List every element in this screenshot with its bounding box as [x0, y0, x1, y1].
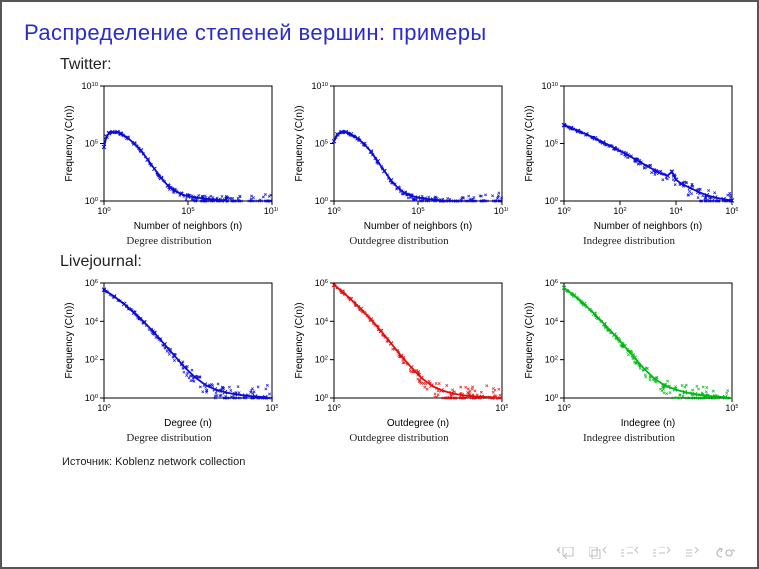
chart-svg: 100 105 100 102 104 106 Outdegree (n) Frequency…: [290, 275, 508, 430]
chart-panel: 100 105 100 102 104 106 Outdegree (n) Frequency…: [290, 275, 508, 444]
svg-text:100: 100: [85, 196, 99, 206]
section-label: Livejournal:: [60, 253, 735, 271]
chart-panel: 100 105 100 102 104 106 Indegree (n) Frequency …: [520, 275, 738, 444]
svg-text:105: 105: [85, 139, 98, 149]
svg-text:104: 104: [85, 316, 99, 326]
svg-text:100: 100: [315, 196, 329, 206]
svg-text:105: 105: [315, 139, 328, 149]
chart-svg: 100 105 100 102 104 106 Degree (n) Frequency (C…: [60, 275, 278, 430]
svg-text:100: 100: [545, 196, 559, 206]
chart-panel: 100 105 100 102 104 106 Degree (n) Frequency (C…: [60, 275, 278, 444]
svg-text:100: 100: [327, 206, 341, 216]
chart-svg: 100 105 1010 100 105 1010 Number of neighbors …: [290, 78, 508, 233]
chart-row: 100 105 100 102 104 106 Degree (n) Frequency (C…: [60, 275, 731, 444]
chart-caption: Outdegree distribution: [349, 235, 448, 247]
section-label: Twitter:: [60, 56, 735, 74]
svg-text:Frequency (C(n)): Frequency (C(n)): [294, 105, 305, 181]
chart-svg: 100 105 100 102 104 106 Indegree (n) Frequency …: [520, 275, 738, 430]
nav-prev-slide-icon[interactable]: [557, 547, 575, 559]
chart-panel: 100 105 1010 100 105 1010 Number of neighbors …: [290, 78, 508, 247]
svg-text:1010: 1010: [541, 81, 558, 91]
svg-text:106: 106: [315, 278, 328, 288]
svg-text:105: 105: [265, 403, 278, 413]
chart-caption: Degree distribution: [126, 235, 211, 247]
chart-row: 100 105 1010 100 105 1010 Number of neighbors …: [60, 78, 731, 247]
svg-text:106: 106: [725, 206, 738, 216]
svg-text:Number of neighbors (n): Number of neighbors (n): [364, 221, 472, 232]
nav-prev-frame-icon[interactable]: [589, 547, 607, 559]
svg-text:100: 100: [315, 393, 329, 403]
svg-text:1010: 1010: [311, 81, 328, 91]
svg-text:Outdegree (n): Outdegree (n): [387, 418, 449, 429]
svg-text:100: 100: [557, 403, 571, 413]
svg-text:100: 100: [97, 206, 111, 216]
chart-caption: Outdegree distribution: [349, 432, 448, 444]
content-region: Twitter: 100 105 1010 100 105 1010 Number of ne…: [24, 56, 735, 444]
nav-mode-icon[interactable]: [685, 547, 699, 559]
chart-caption: Indegree distribution: [583, 432, 675, 444]
source-line: Источник: Koblenz network collection: [62, 456, 735, 468]
svg-text:100: 100: [85, 393, 99, 403]
svg-text:100: 100: [327, 403, 341, 413]
svg-text:Degree (n): Degree (n): [164, 418, 212, 429]
svg-text:Frequency (C(n)): Frequency (C(n)): [64, 105, 75, 181]
svg-text:102: 102: [85, 355, 98, 365]
svg-text:105: 105: [725, 403, 738, 413]
svg-text:1010: 1010: [494, 206, 508, 216]
svg-text:104: 104: [315, 316, 329, 326]
svg-text:105: 105: [495, 403, 508, 413]
svg-text:102: 102: [545, 355, 558, 365]
svg-text:Frequency (C(n)): Frequency (C(n)): [524, 302, 535, 378]
nav-back-forward-icon[interactable]: [713, 547, 735, 559]
svg-text:104: 104: [545, 316, 559, 326]
svg-text:Frequency (C(n)): Frequency (C(n)): [294, 302, 305, 378]
svg-text:104: 104: [669, 206, 683, 216]
svg-text:100: 100: [545, 393, 559, 403]
svg-text:Frequency (C(n)): Frequency (C(n)): [64, 302, 75, 378]
svg-text:Number of neighbors (n): Number of neighbors (n): [594, 221, 702, 232]
svg-text:105: 105: [545, 139, 558, 149]
nav-next-section-icon[interactable]: [653, 547, 671, 559]
chart-svg: 100 105 1010 100 105 1010 Number of neighbors …: [60, 78, 278, 233]
chart-caption: Indegree distribution: [583, 235, 675, 247]
svg-text:106: 106: [85, 278, 98, 288]
chart-caption: Degree distribution: [126, 432, 211, 444]
svg-text:105: 105: [181, 206, 194, 216]
svg-text:Number of neighbors (n): Number of neighbors (n): [134, 221, 242, 232]
slide: Распределение степеней вершин: примеры T…: [2, 2, 757, 567]
svg-text:1010: 1010: [81, 81, 98, 91]
svg-text:106: 106: [545, 278, 558, 288]
page-title: Распределение степеней вершин: примеры: [24, 20, 735, 46]
chart-panel: 100 102 104 106 100 105 1010 Number of neighbor…: [520, 78, 738, 247]
svg-text:105: 105: [411, 206, 424, 216]
chart-panel: 100 105 1010 100 105 1010 Number of neighbors …: [60, 78, 278, 247]
svg-text:100: 100: [97, 403, 111, 413]
svg-text:100: 100: [557, 206, 571, 216]
nav-prev-section-icon[interactable]: [621, 547, 639, 559]
svg-text:102: 102: [315, 355, 328, 365]
chart-svg: 100 102 104 106 100 105 1010 Number of neighbor…: [520, 78, 738, 233]
svg-text:102: 102: [613, 206, 626, 216]
svg-text:1010: 1010: [264, 206, 278, 216]
svg-text:Indegree (n): Indegree (n): [621, 418, 675, 429]
beamer-navbar: [557, 547, 735, 559]
svg-text:Frequency (C(n)): Frequency (C(n)): [524, 105, 535, 181]
